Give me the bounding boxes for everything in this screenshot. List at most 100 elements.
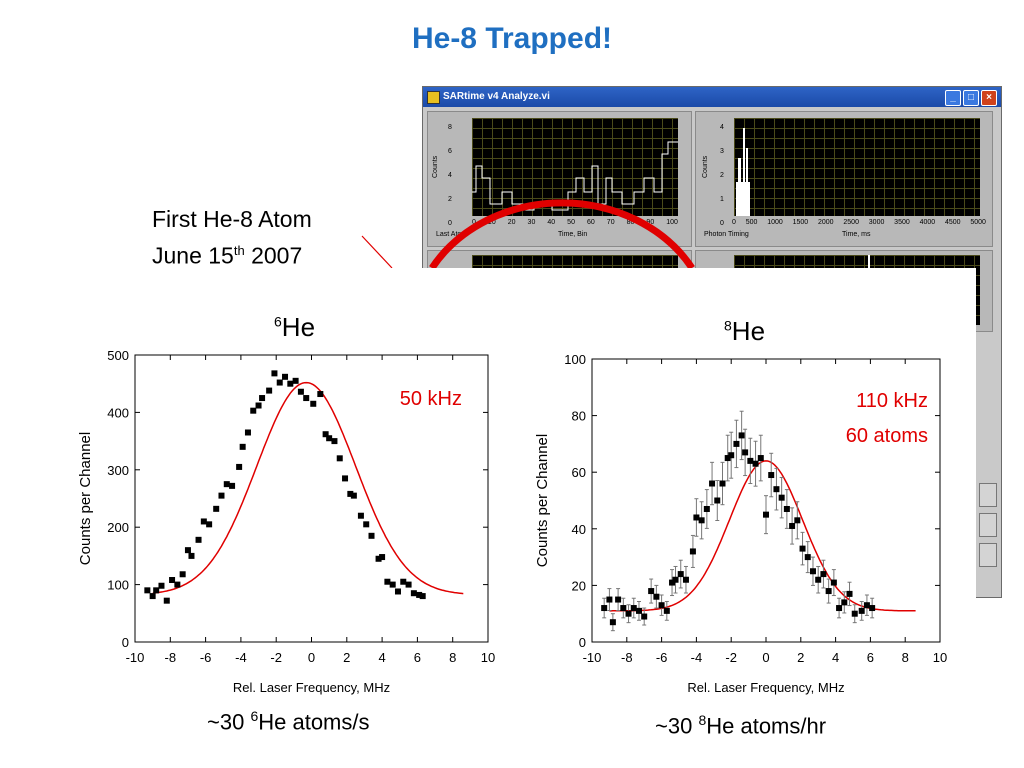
he6-rate-caption: ~30 6He atoms/s: [207, 708, 370, 735]
side-control-2[interactable]: [979, 513, 997, 537]
data-point-5: [169, 577, 176, 584]
data-point-38: [347, 490, 354, 497]
x-tick-label: 0: [308, 650, 315, 665]
he6-heading: 6He: [274, 312, 316, 342]
data-point-9: [648, 588, 655, 595]
data-point-51: [416, 591, 423, 598]
data-point-24: [724, 455, 731, 462]
y-tick-label: 20: [572, 578, 586, 593]
fit-curve: [152, 381, 464, 595]
y-tick-label: 200: [107, 520, 129, 535]
data-point-14: [218, 492, 225, 499]
x-tick-label: -10: [583, 650, 602, 665]
data-point-10: [653, 593, 660, 600]
data-point-1: [606, 596, 613, 603]
data-point-29: [297, 388, 304, 395]
minimize-button[interactable]: _: [945, 90, 961, 106]
data-point-18: [693, 514, 700, 521]
data-point-29: [747, 457, 754, 464]
data-point-17: [236, 463, 243, 470]
data-point-15: [677, 571, 684, 578]
photon-timing-xticks: 0 500 1000 1500 2000 2500 3000 3500 4000 4500 5000: [732, 219, 986, 226]
last-atom-caption: Last Atom: [436, 231, 468, 238]
photon-timing-scope: [734, 118, 980, 216]
data-point-33: [768, 472, 775, 479]
data-point-21: [255, 402, 262, 409]
data-point-7: [635, 607, 642, 614]
last-atom-xticks: 0 10 20 30 40 50 60 70 80 90 100: [472, 219, 678, 226]
side-control-3[interactable]: [979, 543, 997, 567]
data-point-13: [669, 579, 676, 586]
y-tick-label: 400: [107, 405, 129, 420]
data-point-16: [682, 576, 689, 583]
y-tick-label: 0: [579, 635, 586, 650]
data-point-40: [804, 554, 811, 561]
y-tick-label: 100: [564, 352, 586, 367]
data-point-23: [266, 387, 273, 394]
data-point-3: [158, 582, 165, 589]
data-point-36: [336, 455, 343, 462]
x-tick-label: -6: [656, 650, 668, 665]
maximize-button[interactable]: □: [963, 90, 979, 106]
photon-timing-trace: [736, 128, 750, 216]
annotation-text-0: 50 kHz: [400, 388, 462, 410]
data-point-39: [799, 545, 806, 552]
annotation-text-1: 60 atoms: [846, 425, 928, 447]
data-point-52: [869, 605, 876, 612]
data-point-0: [601, 605, 608, 612]
data-point-32: [317, 391, 324, 398]
y-tick-label: 0: [122, 635, 129, 650]
data-point-46: [389, 581, 396, 588]
data-point-30: [303, 395, 310, 402]
data-point-27: [287, 380, 294, 387]
data-point-28: [292, 377, 299, 384]
x-tick-label: -4: [235, 650, 247, 665]
pointer-line: [361, 235, 393, 269]
fit-curve: [609, 460, 916, 612]
data-point-12: [663, 607, 670, 614]
data-point-25: [728, 452, 735, 459]
close-button[interactable]: ×: [981, 90, 997, 106]
data-point-2: [153, 587, 160, 594]
data-point-25: [276, 379, 283, 386]
photon-timing-caption: Photon Timing: [704, 231, 749, 238]
data-point-19: [244, 429, 251, 436]
data-point-22: [714, 497, 721, 504]
note-line-1: First He-8 Atom: [152, 206, 312, 232]
data-point-6: [630, 605, 637, 612]
data-point-7: [179, 571, 186, 578]
data-point-36: [783, 505, 790, 512]
data-point-43: [375, 555, 382, 562]
data-point-44: [379, 554, 386, 561]
data-point-10: [195, 536, 202, 543]
last-atom-xlabel: Time, Bin: [558, 231, 588, 238]
data-point-47: [394, 588, 401, 595]
data-point-49: [405, 581, 412, 588]
data-point-23: [719, 480, 726, 487]
x-tick-label: -8: [621, 650, 633, 665]
x-tick-label: 10: [481, 650, 495, 665]
y-tick-label: 300: [107, 463, 129, 478]
x-tick-label: -6: [200, 650, 212, 665]
x-tick-label: 10: [933, 650, 947, 665]
data-point-31: [310, 400, 317, 407]
data-point-24: [271, 370, 278, 377]
data-point-13: [213, 505, 220, 512]
x-axis-label: Rel. Laser Frequency, MHz: [687, 680, 844, 695]
x-tick-label: -2: [725, 650, 737, 665]
y-axis-label: Counts per Channel: [534, 434, 551, 567]
data-point-35: [778, 494, 785, 501]
data-point-32: [763, 511, 769, 518]
data-point-46: [836, 605, 843, 612]
x-tick-label: 6: [414, 650, 421, 665]
data-point-48: [400, 578, 407, 585]
data-point-45: [830, 579, 837, 586]
data-point-45: [384, 578, 391, 585]
data-point-2: [609, 619, 616, 626]
data-point-51: [863, 602, 870, 609]
side-control-1[interactable]: [979, 483, 997, 507]
highlight-circle: [429, 199, 695, 270]
data-point-38: [794, 517, 801, 524]
